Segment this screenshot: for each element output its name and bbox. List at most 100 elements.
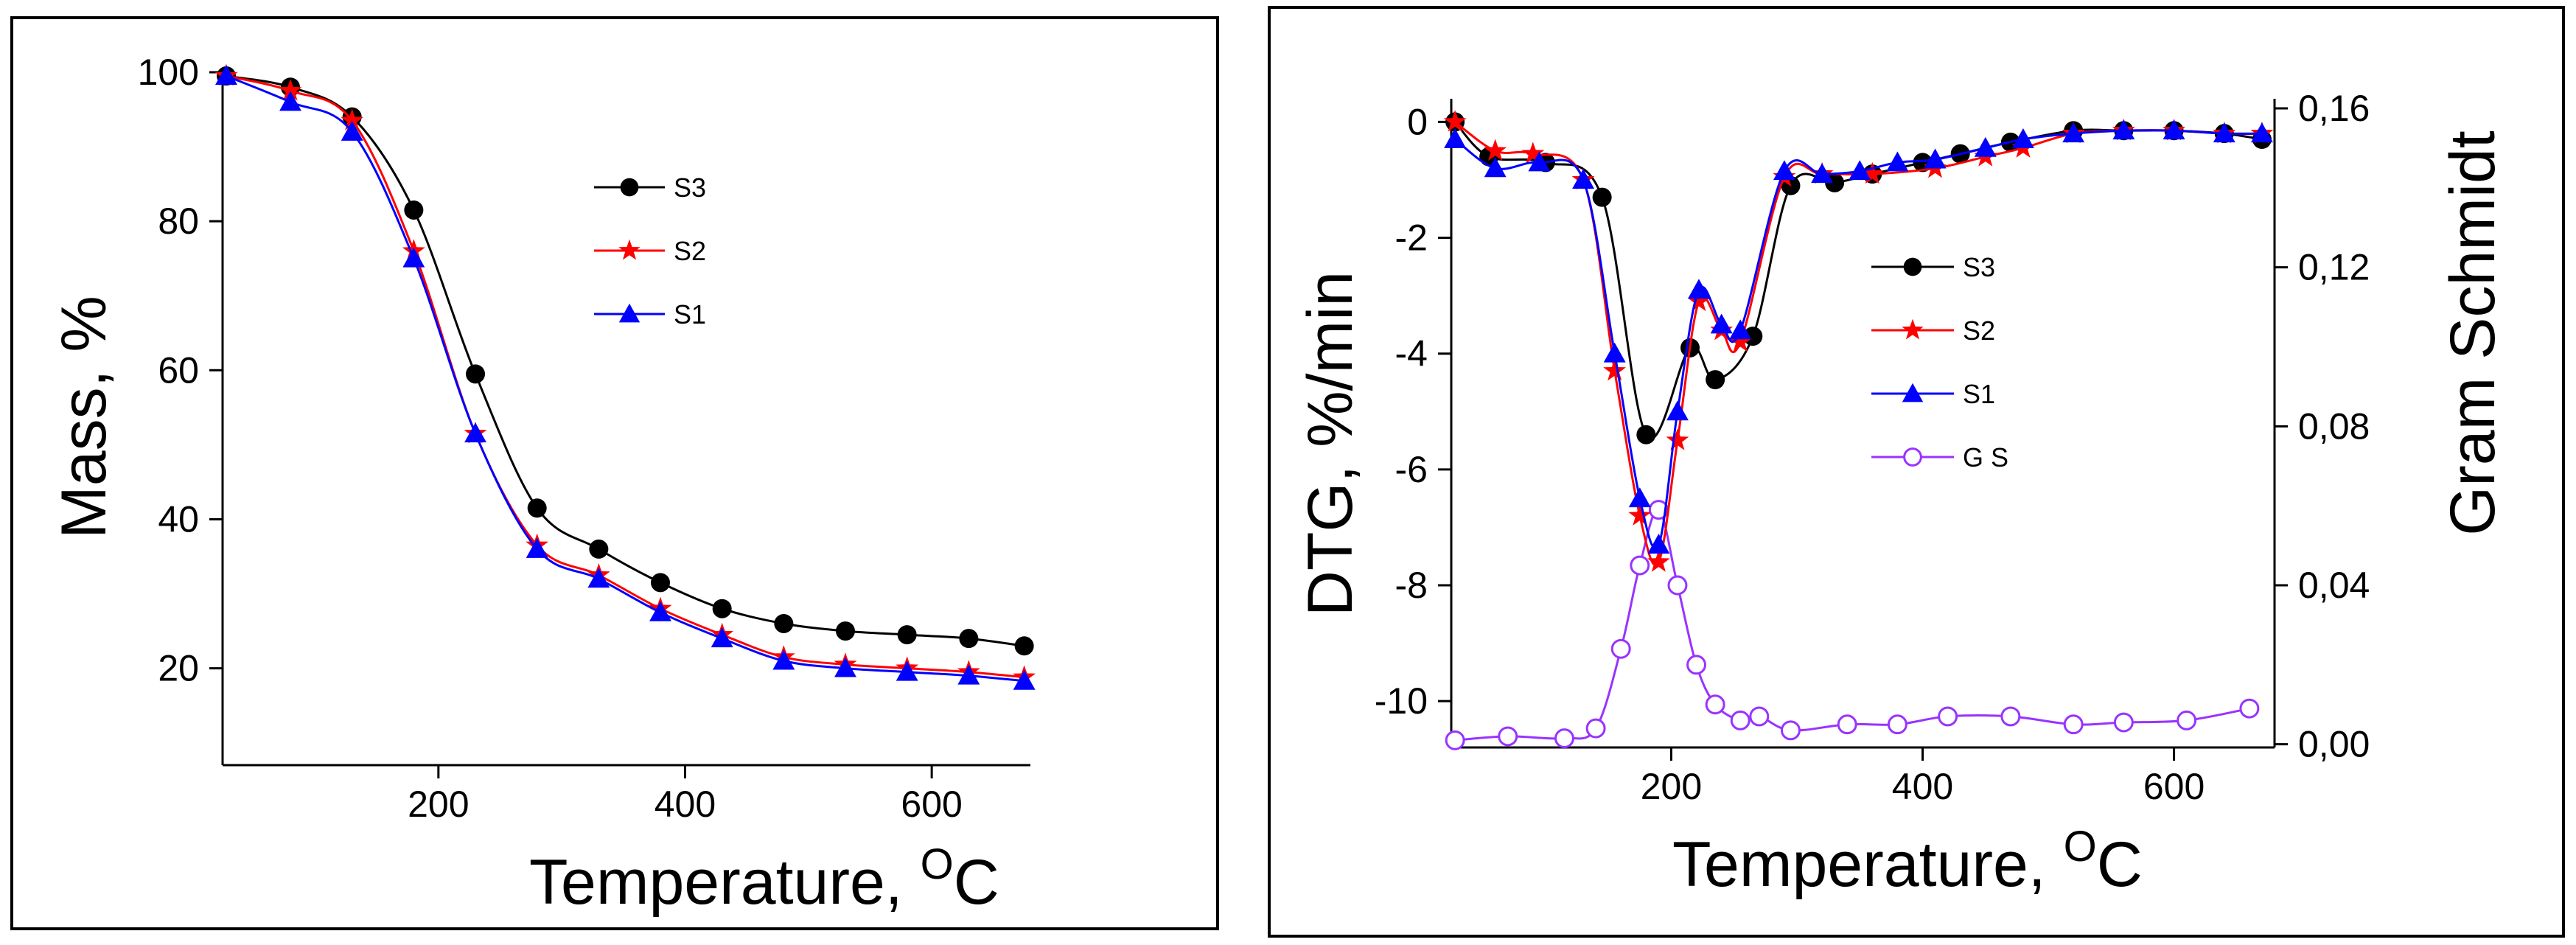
series-s3-point — [836, 621, 856, 641]
series-s1-point — [1886, 151, 1909, 172]
y-tick-label: 80 — [158, 200, 199, 242]
legend-marker-s2 — [1902, 318, 1924, 340]
series-s1-point — [1484, 157, 1507, 178]
series-s1-point — [957, 664, 980, 685]
legend-marker-gs — [1903, 447, 1922, 467]
dtg-chart-panel: 200 400 600 0 -2 -4 -6 -8 -10 0,00 0,04 0,08 0,12 0,1… — [1268, 6, 2565, 938]
y2-tick-label: 0,16 — [2298, 88, 2370, 129]
series-s1-point — [1974, 136, 1997, 157]
series-gs-point — [1630, 555, 1650, 576]
series-s1-point — [2213, 122, 2235, 143]
series-s3-line — [226, 74, 1025, 647]
series-s2-point — [1484, 139, 1507, 161]
series-s1-point — [1924, 148, 1947, 169]
series-s1-point — [649, 601, 671, 621]
y-tick-label: -10 — [1375, 680, 1428, 722]
series-s2-point — [1647, 550, 1670, 572]
series-s1-point — [1688, 279, 1710, 299]
series-s1-point — [341, 120, 363, 141]
x-tick-label: 600 — [2143, 766, 2205, 807]
x-axis-title-text: Temperature, — [1672, 829, 2064, 900]
series-s1-point — [2062, 122, 2085, 143]
series-gs-point — [1554, 728, 1574, 749]
series-s1-point — [215, 65, 237, 86]
x-tick-label: 400 — [655, 784, 716, 825]
series-s1-point — [402, 247, 425, 268]
series-s1-point — [1773, 160, 1795, 181]
series-s1-point — [1444, 128, 1467, 148]
series-s1-point — [772, 649, 795, 670]
series-s2-point — [1521, 142, 1545, 164]
legend-marker-s2 — [618, 239, 640, 260]
series-s1-point — [526, 537, 548, 558]
series-gs-point — [1705, 694, 1725, 715]
series-s1-line — [1454, 129, 2262, 550]
series-s3-point — [589, 539, 609, 559]
series-s1-point — [1603, 342, 1626, 363]
series-s2-point — [1443, 110, 1467, 132]
x-axis-title-sup: O — [921, 840, 954, 888]
series-s3-point — [774, 613, 794, 633]
y-tick-label: 60 — [158, 349, 199, 391]
series-gs-point — [1780, 720, 1801, 741]
series-s1-point — [587, 568, 610, 588]
series-s1-point — [711, 627, 733, 648]
series-gs-point — [1887, 714, 1907, 735]
series-s1-point — [1628, 487, 1651, 508]
series-gs-point — [2000, 706, 2021, 727]
legend-marker-s1 — [1902, 383, 1924, 402]
dtg-chart: 200 400 600 0 -2 -4 -6 -8 -10 0,00 0,04 0,08 0,12 0,1… — [1295, 88, 2508, 900]
series-s1-point — [279, 91, 301, 111]
series-s3-point — [651, 573, 671, 593]
series-s1-point — [896, 660, 918, 681]
series-s3-point — [959, 629, 979, 649]
series-s1-point — [1811, 163, 1834, 184]
series-gs-point — [2063, 714, 2084, 735]
x-axis-title: Temperature, OC — [529, 840, 999, 918]
y2-tick-label: 0,04 — [2298, 565, 2370, 606]
series-s3-point — [897, 625, 917, 645]
series-s3-point — [1706, 370, 1725, 390]
y2-tick-label: 0,00 — [2298, 724, 2370, 765]
x-tick-label: 200 — [408, 784, 469, 825]
series-s2-point — [1687, 289, 1711, 312]
legend-label-s2: S2 — [1963, 315, 1995, 346]
y-axis-title: Mass, % — [49, 296, 119, 539]
series-gs-point — [1610, 638, 1631, 659]
series-s2-point — [1860, 161, 1884, 184]
series-gs-point — [2177, 710, 2197, 730]
x-tick-label: 400 — [1892, 766, 1953, 807]
y-tick-label: -2 — [1395, 217, 1428, 259]
series-gs-point — [2113, 712, 2134, 733]
y-tick-label: -6 — [1395, 449, 1428, 490]
series-s3-point — [404, 200, 424, 220]
x-axis-title-sup: O — [2064, 823, 2097, 871]
series-gs-point — [1445, 730, 1465, 750]
series-s1-point — [2112, 119, 2135, 140]
y-tick-label: 20 — [158, 648, 199, 689]
series-s1-point — [2011, 128, 2034, 148]
x-axis-title: Temperature, OC — [1672, 823, 2143, 900]
y2-axis-title: Gram Schmidt — [2437, 130, 2508, 536]
series-gs-point — [1498, 726, 1518, 747]
series-gs-point — [1585, 718, 1606, 739]
legend-label-s3: S3 — [1963, 252, 1995, 282]
x-tick-label: 200 — [1641, 766, 1702, 807]
series-s1-point — [1647, 534, 1670, 554]
legend-label-gs: G S — [1963, 442, 2008, 472]
series-s1-point — [1013, 669, 1036, 690]
y-tick-label: -8 — [1395, 565, 1428, 606]
series-s3-point — [1014, 636, 1034, 656]
series-s3-point — [1636, 425, 1656, 444]
y-tick-label: 40 — [158, 498, 199, 540]
y-axis-title: DTG, %/min — [1295, 271, 1366, 616]
series-s1-point — [1572, 169, 1595, 189]
series-s1-point — [1849, 160, 1871, 181]
series-s1-point — [1729, 319, 1752, 340]
series-gs-point — [1938, 706, 1958, 727]
series-s1-point — [1666, 400, 1689, 421]
series-s1-point — [1528, 151, 1551, 172]
legend-label-s1: S1 — [674, 299, 706, 329]
series-s1-line — [226, 74, 1025, 683]
series-s1-point — [834, 657, 856, 677]
